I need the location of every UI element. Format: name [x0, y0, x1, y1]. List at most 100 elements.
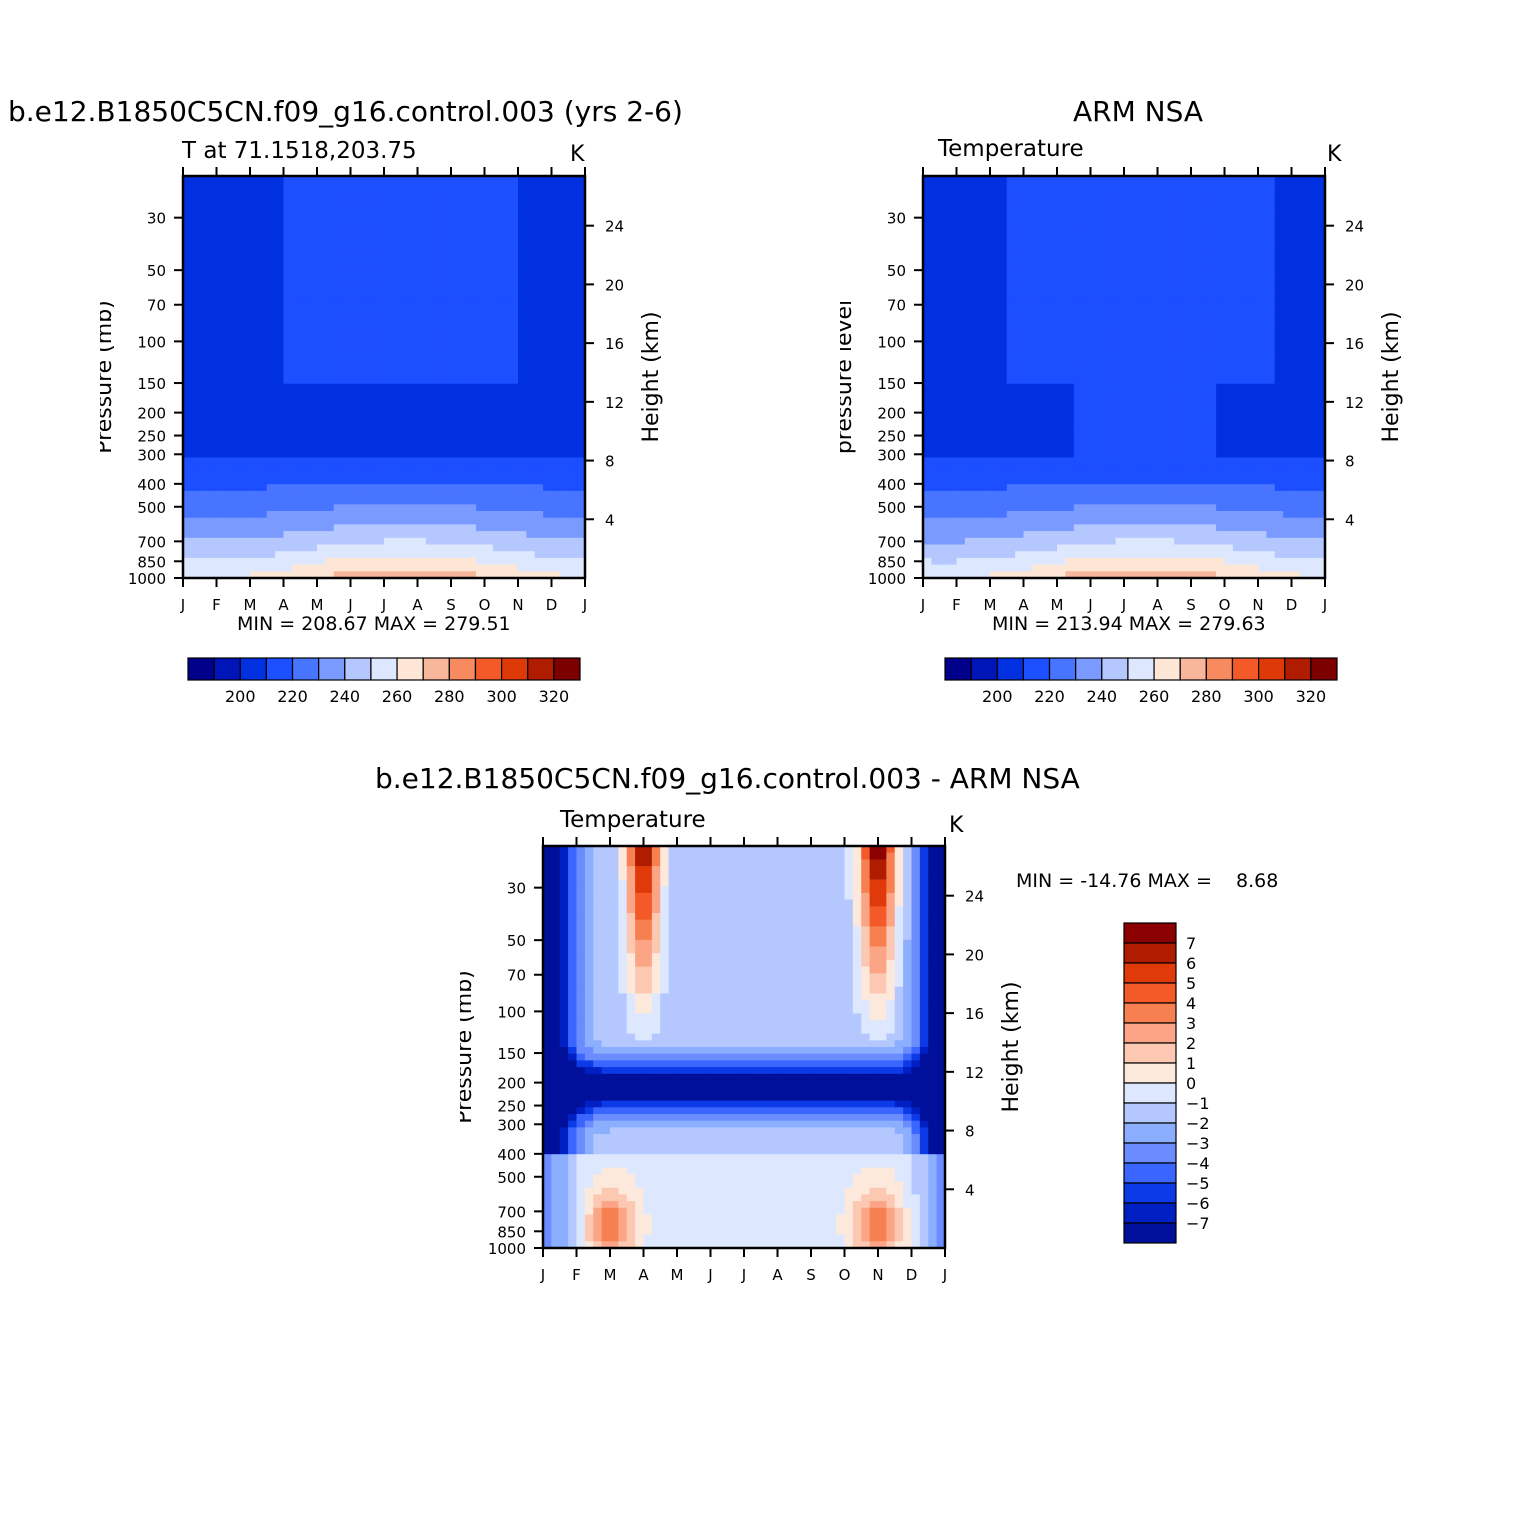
- model-cell: [199, 350, 209, 358]
- obs-cell: [998, 544, 1008, 552]
- model-cell: [375, 370, 385, 378]
- obs-cell: [1048, 263, 1058, 271]
- model-cell: [425, 229, 435, 237]
- obs-cell: [1140, 310, 1150, 318]
- obs-cell: [973, 417, 983, 425]
- obs-cell: [1023, 571, 1033, 579]
- model-cell: [442, 363, 452, 371]
- model-cell: [434, 504, 444, 512]
- obs-cell: [1006, 450, 1016, 458]
- obs-cell: [931, 176, 941, 184]
- model-cell: [350, 303, 360, 311]
- model-cell: [224, 283, 234, 291]
- model-cell: [325, 484, 335, 492]
- obs-cell: [1107, 370, 1117, 378]
- obs-cell: [1132, 457, 1142, 465]
- model-cell: [308, 229, 318, 237]
- obs-cell: [1107, 557, 1117, 566]
- model-colorbar-swatch: [448, 657, 477, 681]
- obs-cell: [973, 229, 983, 237]
- obs-cell: [1057, 303, 1066, 311]
- model-cell: [317, 256, 326, 264]
- obs-cell: [1182, 303, 1192, 311]
- model-cell: [250, 524, 259, 532]
- model-cell: [283, 249, 293, 257]
- obs-cell: [973, 330, 983, 338]
- obs-cell: [973, 189, 983, 197]
- model-cell: [518, 303, 527, 311]
- model-cell: [266, 263, 276, 271]
- obs-cell: [939, 490, 949, 499]
- model-cell: [199, 450, 209, 458]
- model-cell: [576, 363, 586, 371]
- model-cell: [342, 417, 352, 425]
- obs-cell: [948, 296, 958, 304]
- obs-cell: [990, 511, 999, 519]
- model-cell: [476, 310, 486, 318]
- model-cell: [367, 182, 377, 190]
- obs-cell: [1157, 350, 1167, 358]
- model-cell: [208, 397, 218, 405]
- model-cell: [526, 336, 536, 345]
- obs-cell: [1124, 256, 1133, 264]
- obs-cell: [1165, 222, 1175, 231]
- obs-cell: [1140, 216, 1150, 224]
- obs-cell: [1023, 269, 1033, 278]
- model-cell: [266, 377, 276, 385]
- obs-cell: [1132, 363, 1142, 371]
- model-cell: [459, 189, 469, 197]
- model-cell: [317, 417, 326, 425]
- model-cell: [576, 216, 586, 224]
- model-cell: [568, 504, 578, 512]
- obs-cell: [1082, 484, 1092, 492]
- model-cell: [375, 490, 385, 499]
- obs-cell: [923, 470, 932, 479]
- model-cell: [568, 484, 578, 492]
- obs-cell: [1065, 383, 1075, 391]
- model-cell: [258, 176, 268, 184]
- obs-cell: [948, 517, 958, 525]
- model-cell: [534, 397, 544, 405]
- model-cell: [509, 470, 519, 479]
- obs-cell: [1090, 229, 1100, 237]
- obs-cell: [1165, 457, 1175, 465]
- model-cell: [258, 236, 268, 244]
- obs-cell: [1140, 323, 1150, 331]
- model-cell: [367, 457, 377, 465]
- obs-cell: [939, 276, 949, 284]
- model-cell: [509, 296, 519, 304]
- model-cell: [325, 209, 335, 217]
- obs-cell: [973, 470, 983, 479]
- obs-cell: [1182, 176, 1192, 184]
- obs-cell: [1140, 222, 1150, 231]
- obs-cell: [1149, 470, 1159, 479]
- model-cell: [392, 303, 402, 311]
- obs-cell: [1090, 209, 1100, 217]
- model-cell: [459, 316, 469, 324]
- obs-cell: [1048, 289, 1058, 298]
- obs-cell: [973, 249, 983, 257]
- model-cell: [492, 216, 502, 224]
- model-cell: [518, 430, 527, 438]
- obs-cell: [948, 490, 958, 499]
- model-cell: [392, 229, 402, 237]
- obs-cell: [1140, 303, 1150, 311]
- obs-cell: [956, 269, 966, 278]
- model-cell: [484, 470, 494, 479]
- model-cell: [283, 477, 293, 485]
- model-cell: [501, 176, 511, 184]
- model-cell: [492, 437, 502, 445]
- obs-cell: [1174, 517, 1184, 525]
- model-cell: [518, 464, 527, 472]
- model-cell: [467, 457, 477, 465]
- model-cell: [216, 336, 226, 345]
- model-cell: [317, 283, 326, 291]
- model-cell: [434, 283, 444, 291]
- model-cell: [325, 276, 335, 284]
- model-cell: [342, 303, 352, 311]
- model-cell: [358, 276, 368, 284]
- model-cell: [216, 356, 226, 365]
- model-cell: [342, 289, 352, 298]
- model-cell: [509, 390, 519, 398]
- obs-cell: [981, 182, 991, 190]
